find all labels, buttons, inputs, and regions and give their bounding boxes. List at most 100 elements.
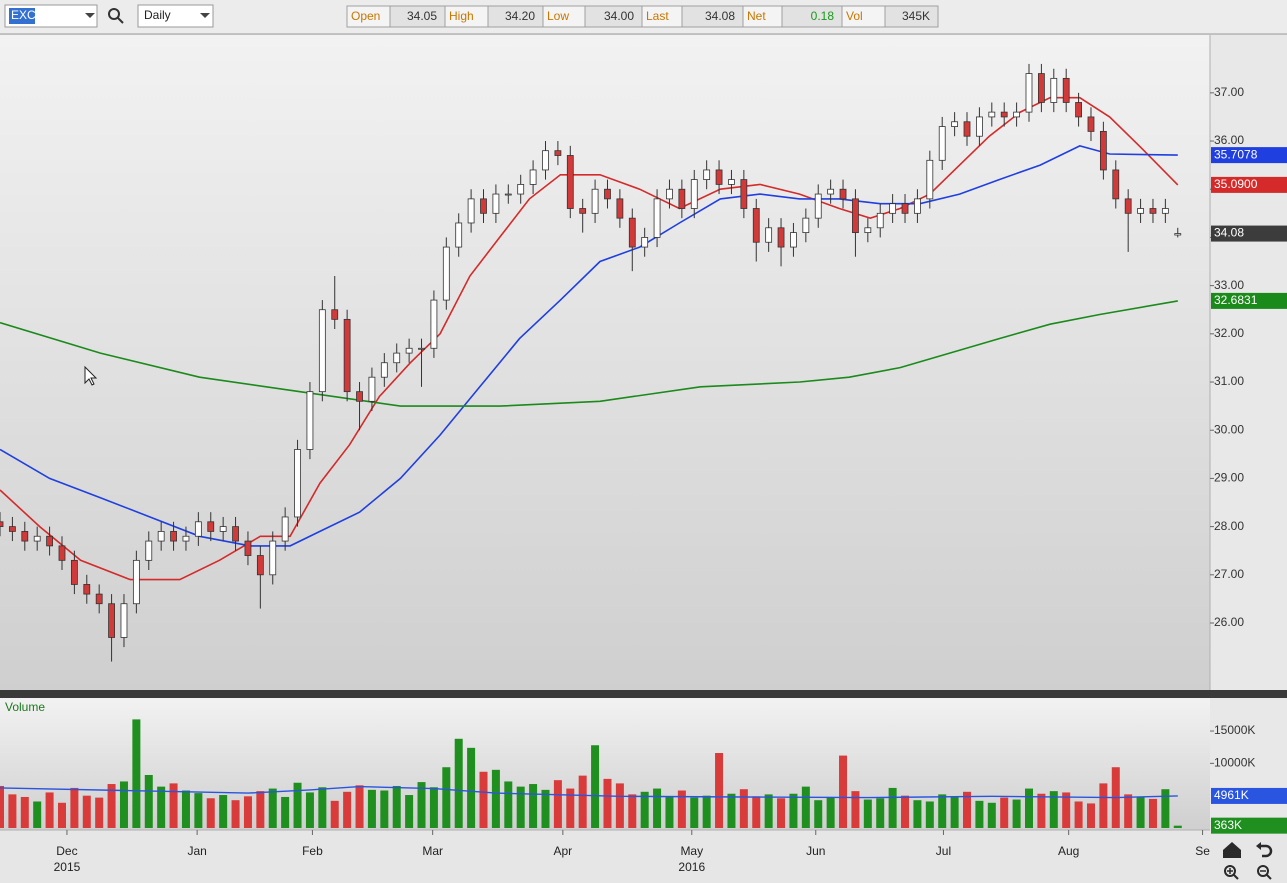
dropdown-arrow[interactable] [200,13,210,18]
search-icon[interactable] [108,8,124,24]
volume-bar [504,781,513,828]
candle-body [604,188,611,200]
y-tick-label: 31.00 [1214,374,1244,388]
volume-bar [119,781,128,828]
volume-bar [1148,798,1157,828]
candle-body [827,188,835,195]
x-tick-label: Apr [554,844,573,858]
price-axis [1210,35,1287,690]
candle-body [256,555,264,576]
candle-body [306,391,314,450]
candle-body [653,198,661,238]
volume-bar [20,796,29,828]
candle-body [852,198,859,234]
volume-bar [516,786,525,828]
candle-body [504,193,512,196]
candle-body [393,352,401,364]
volume-average-tag-label: 4961K [1214,788,1249,802]
quote-label: High [449,9,474,23]
candle-body [641,237,649,248]
volume-bar [1049,791,1058,828]
candle-body [294,449,301,518]
dropdown-arrow[interactable] [85,13,95,18]
candle-body [269,540,277,576]
volume-bar [541,789,550,828]
volume-bar [863,799,872,828]
candle-body [802,217,810,234]
candle-body [752,208,760,243]
interval-select[interactable] [137,4,214,28]
volume-bar [1086,803,1095,828]
volume-bar [1037,793,1046,828]
volume-bar [95,797,104,828]
volume-bar [243,796,252,828]
last-value-tag-label: 35.7078 [1214,147,1258,161]
candle-body [455,222,463,248]
candle-body [728,179,735,185]
candle-body [8,526,16,532]
x-tick-label: Jan [187,844,206,858]
candle-body [901,203,909,214]
candle-body [976,116,983,137]
x-tick-label: Jun [806,844,825,858]
candle-body [517,184,525,195]
y-tick-label: 30.00 [1214,422,1244,436]
volume-bar [144,774,153,828]
volume-bar [219,795,228,828]
quote-label: Vol [846,9,863,23]
volume-bar [1074,801,1083,828]
candle-body [467,198,475,224]
candle-body [740,179,748,209]
y-tick-label: 27.00 [1214,567,1244,581]
candle-body [1099,130,1107,171]
y-tick-label: 33.00 [1214,278,1244,292]
volume-bar [467,747,476,828]
candle-body [368,376,376,402]
candle-body [430,299,438,349]
last-volume-tag [1211,817,1287,834]
volume-bar [764,794,773,828]
volume-bar [367,789,376,828]
volume-average [0,785,1178,799]
candle-body [343,318,351,393]
candle-body [120,603,128,638]
candle-body [529,169,537,185]
volume-bar [491,769,500,828]
y-tick-label: 28.00 [1214,519,1244,533]
undo-icon[interactable] [1256,842,1273,858]
candle-body [988,111,996,118]
last-value-tag [1211,292,1287,309]
x-tick-label: Aug [1058,844,1079,858]
mouse-cursor [84,365,98,386]
volume-average-tag [1211,787,1287,804]
quote-value: 34.00 [604,9,634,23]
y-tick-label: 32.00 [1214,326,1244,340]
y-tick-label: 29.00 [1214,471,1244,485]
quote-value: 0.18 [811,9,835,23]
zoom-in-icon[interactable] [1224,865,1239,880]
volume-bar [206,798,215,828]
volume-bar [305,792,314,828]
last-value-tag-label: 35.0900 [1214,177,1258,191]
interval: Daily [144,8,171,22]
volume-bar [132,719,141,828]
volume-bar [925,801,934,828]
volume-bar [888,787,897,828]
home-icon[interactable] [1223,842,1241,858]
quote-value: 34.08 [705,9,735,23]
x-tick-label: Jul [936,844,951,858]
quote-label: Last [646,9,669,23]
y-tick-label: 10000K [1214,756,1255,770]
x-tick-label: Feb [302,844,323,858]
quote-label: Open [351,9,380,23]
candle-body [95,593,103,605]
zoom-out-icon[interactable] [1257,865,1272,880]
candle-body [405,347,413,354]
volume-bar [392,785,401,828]
volume-bar [1024,788,1033,828]
candle-body [1112,169,1120,200]
candle-body [244,540,252,556]
candle-body [207,521,215,532]
candle-body [1062,77,1070,103]
volume-bar [603,778,612,828]
